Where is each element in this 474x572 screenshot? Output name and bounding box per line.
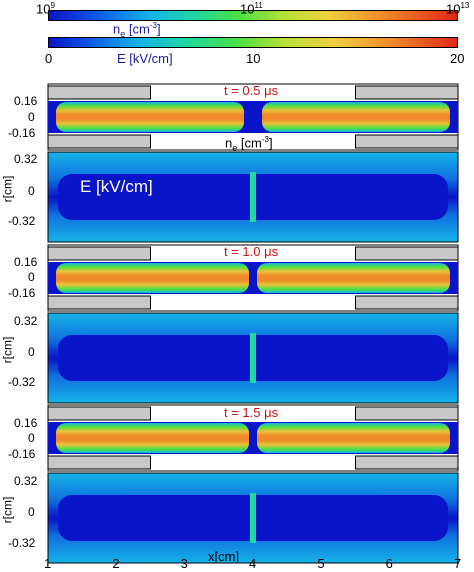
electrode-left-bottom-3 xyxy=(47,455,151,470)
e2-ylabel: r[cm] xyxy=(0,336,15,364)
ne-plasma-right-1 xyxy=(262,102,450,132)
e-gap-field-3 xyxy=(250,493,256,543)
e-colorbar-tick-max: 20 xyxy=(450,51,465,66)
ne2-ytick-bot: -0.16 xyxy=(8,286,36,300)
ne1-ytick-top: 0.16 xyxy=(14,94,38,108)
ne-colorbar-tick-max: 1013 xyxy=(446,1,470,17)
e-gap-field-1 xyxy=(250,172,256,222)
ne-colorbar-tick-mid: 1011 xyxy=(240,1,263,17)
ne-plasma-left-3 xyxy=(56,423,249,453)
e2-ytick-mid: 0 xyxy=(28,345,35,359)
e1-ytick-mid: 0 xyxy=(28,184,35,198)
time-label-2: t = 1.0 μs xyxy=(224,244,279,259)
electrode-left-bottom-2 xyxy=(47,295,151,310)
ne2-ytick-top: 0.16 xyxy=(14,255,38,269)
x-tick-7: 7 xyxy=(454,556,462,571)
e3-ytick-top: 0.32 xyxy=(14,474,38,488)
x-tick-3: 3 xyxy=(180,556,188,571)
ne-colorbar-title: ne [cm-3] xyxy=(113,21,161,39)
ne-plasma-left-1 xyxy=(56,102,244,132)
e-colorbar-tick-min: 0 xyxy=(45,51,53,66)
electrode-left-top-1 xyxy=(47,85,151,100)
time-label-1: t = 0.5 μs xyxy=(224,83,279,98)
ne3-ytick-bot: -0.16 xyxy=(8,447,36,461)
time-label-3: t = 1.5 μs xyxy=(224,405,279,420)
x-tick-5: 5 xyxy=(317,556,325,571)
x-tick-1: 1 xyxy=(44,556,52,571)
ne1-ytick-mid: 0 xyxy=(28,110,35,124)
electrode-right-top-2 xyxy=(355,246,459,261)
e-field-label: E [kV/cm] xyxy=(80,177,153,196)
e3-ytick-mid: 0 xyxy=(28,505,35,519)
ne-colorbar xyxy=(48,10,458,21)
electrode-left-top-2 xyxy=(47,246,151,261)
electrode-left-bottom-1 xyxy=(47,134,151,149)
ne1-ytick-bot: -0.16 xyxy=(8,126,36,140)
e3-ytick-bot: -0.32 xyxy=(8,536,36,550)
e2-ytick-top: 0.32 xyxy=(14,314,38,328)
ne-plasma-right-3 xyxy=(257,423,450,453)
electrode-right-top-1 xyxy=(355,85,459,100)
electrode-right-bottom-2 xyxy=(355,295,459,310)
x-tick-4: 4 xyxy=(249,556,257,571)
electrode-left-top-3 xyxy=(47,406,151,421)
e-colorbar-tick-mid: 10 xyxy=(246,51,261,66)
electrode-right-bottom-1 xyxy=(355,134,459,149)
ne-plasma-left-2 xyxy=(56,263,249,293)
ne3-ytick-top: 0.16 xyxy=(14,416,38,430)
e2-ytick-bot: -0.32 xyxy=(8,375,36,389)
ne-unit-label: ne [cm-3] xyxy=(225,135,273,153)
x-axis-label: x[cm] xyxy=(208,549,240,564)
e-colorbar xyxy=(48,37,458,48)
ne-plasma-right-2 xyxy=(257,263,450,293)
x-tick-6: 6 xyxy=(385,556,393,571)
x-tick-2: 2 xyxy=(112,556,120,571)
electrode-right-bottom-3 xyxy=(355,455,459,470)
e1-ylabel: r[cm] xyxy=(0,175,15,203)
electrode-right-top-3 xyxy=(355,406,459,421)
e-gap-field-2 xyxy=(250,333,256,383)
e3-ylabel: r[cm] xyxy=(0,496,15,524)
e1-ytick-top: 0.32 xyxy=(14,152,38,166)
ne2-ytick-mid: 0 xyxy=(28,270,35,284)
e-colorbar-title: E [kV/cm] xyxy=(117,51,173,66)
ne3-ytick-mid: 0 xyxy=(28,431,35,445)
e1-ytick-bot: -0.32 xyxy=(8,214,36,228)
ne-colorbar-tick-min: 109 xyxy=(36,1,55,17)
